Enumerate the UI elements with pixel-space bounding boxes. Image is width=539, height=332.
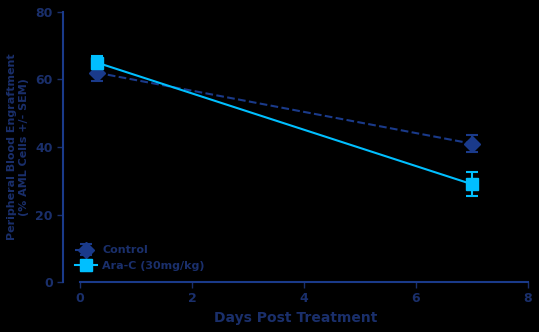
Legend: Control, Ara-C (30mg/kg): Control, Ara-C (30mg/kg) xyxy=(69,240,210,277)
Y-axis label: Peripheral Blood Engraftment
(% AML Cells +/- SEM): Peripheral Blood Engraftment (% AML Cell… xyxy=(7,54,29,240)
X-axis label: Days Post Treatment: Days Post Treatment xyxy=(214,311,377,325)
